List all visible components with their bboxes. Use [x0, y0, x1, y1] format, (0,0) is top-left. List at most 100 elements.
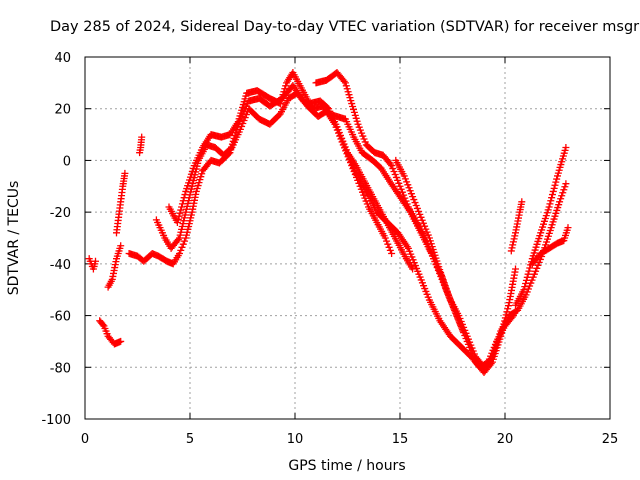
data-point	[510, 235, 518, 243]
data-point	[547, 197, 555, 205]
x-tick-label: 25	[602, 432, 619, 447]
data-point	[504, 302, 512, 310]
data-point	[117, 337, 125, 345]
data-point	[385, 243, 393, 251]
axis-ticks: -100 -80 -60 -40 -20 0 20 40 0 5 10 15 20 25	[41, 51, 618, 447]
data-point	[562, 144, 570, 151]
series-track-l	[507, 198, 526, 255]
data-point	[176, 250, 183, 258]
data-point	[525, 267, 533, 275]
data-point	[121, 169, 129, 177]
series-track-j	[344, 149, 417, 273]
data-point	[174, 215, 182, 223]
y-axis-label: SDTVAR / TECUs	[6, 181, 22, 296]
series-track-b	[104, 242, 125, 291]
y-tick-label: -60	[50, 310, 71, 325]
data-point	[409, 265, 417, 273]
data-point	[508, 244, 516, 252]
data-point	[509, 312, 517, 320]
chart-title: Day 285 of 2024, Sidereal Day-to-day VTE…	[50, 19, 640, 35]
data-point	[174, 235, 182, 243]
plot-frame	[84, 56, 611, 420]
data-point	[503, 308, 511, 316]
series-track-e	[136, 133, 146, 157]
data-point	[520, 286, 528, 294]
data-point	[548, 194, 556, 202]
data-point	[511, 232, 519, 240]
data-point	[178, 203, 186, 211]
data-point	[178, 243, 186, 251]
data-point	[502, 311, 510, 319]
data-point	[175, 212, 183, 220]
data-point	[509, 241, 517, 249]
data-marks	[85, 69, 572, 376]
x-tick-label: 10	[287, 432, 304, 447]
data-point	[546, 200, 554, 208]
data-point	[177, 246, 185, 254]
data-point	[508, 313, 516, 321]
y-tick-label: 20	[54, 103, 71, 118]
data-point	[524, 270, 532, 278]
data-point	[553, 175, 561, 183]
data-point	[548, 191, 556, 199]
series-track-n	[528, 224, 572, 268]
data-point	[99, 321, 107, 329]
x-tick-label: 15	[392, 432, 409, 447]
data-point	[499, 323, 507, 331]
y-tick-label: 0	[63, 154, 71, 169]
data-point	[557, 195, 565, 203]
data-point	[497, 332, 505, 340]
data-point	[498, 326, 506, 334]
data-point	[501, 317, 509, 325]
series-track-d	[96, 317, 125, 348]
data-point	[526, 264, 534, 272]
series-track-k	[392, 156, 467, 335]
data-point	[522, 280, 530, 288]
data-point	[560, 186, 568, 194]
data-point	[181, 191, 189, 199]
data-point	[180, 194, 188, 202]
y-tick-label: -80	[50, 361, 71, 376]
data-point	[117, 242, 125, 250]
y-tick-label: -20	[50, 206, 71, 221]
data-point	[179, 240, 187, 248]
data-point	[550, 184, 558, 192]
data-point	[323, 104, 331, 112]
data-point	[561, 183, 569, 191]
data-point	[384, 240, 392, 248]
data-point	[549, 187, 557, 195]
x-tick-label: 0	[81, 432, 89, 447]
x-tick-label: 5	[186, 432, 194, 447]
data-point	[559, 189, 567, 197]
data-point	[498, 329, 506, 337]
y-tick-label: 40	[54, 51, 71, 66]
data-point	[556, 198, 564, 206]
data-point	[518, 198, 526, 206]
series-track-a	[85, 255, 99, 273]
data-point	[562, 180, 570, 188]
data-point	[381, 234, 389, 242]
data-point	[92, 257, 99, 265]
series-track-m	[512, 144, 570, 309]
data-point	[178, 200, 186, 208]
data-point	[512, 265, 519, 273]
data-point	[523, 273, 531, 281]
data-point	[522, 276, 530, 284]
series-track-h	[165, 69, 517, 371]
x-tick-label: 20	[497, 432, 514, 447]
data-point	[173, 218, 181, 226]
data-point	[551, 181, 559, 189]
data-point	[227, 145, 235, 153]
data-point	[509, 238, 517, 246]
data-point	[459, 327, 467, 335]
data-point	[181, 237, 189, 245]
data-point	[504, 305, 512, 313]
x-axis-label: GPS time / hours	[288, 458, 405, 474]
data-point	[388, 250, 396, 258]
data-point	[545, 203, 553, 211]
series-track-c	[113, 169, 129, 237]
data-point	[386, 160, 394, 168]
data-point	[487, 360, 495, 368]
data-point	[507, 247, 515, 255]
